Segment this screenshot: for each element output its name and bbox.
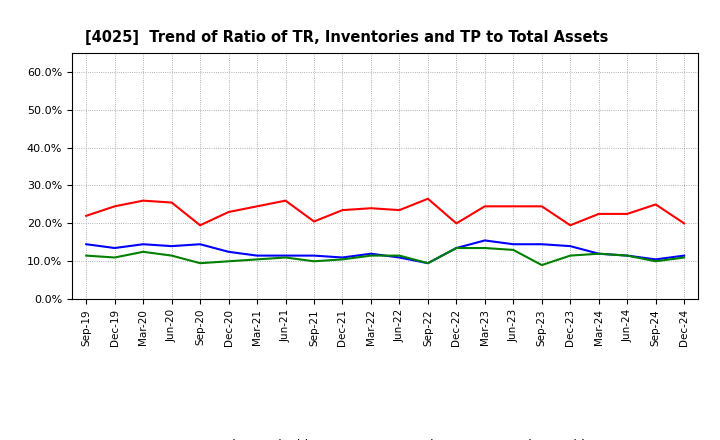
Inventories xyxy=(652,257,660,262)
Inventories xyxy=(566,243,575,249)
Trade Receivables xyxy=(423,196,432,202)
Inventories xyxy=(480,238,489,243)
Trade Payables xyxy=(480,246,489,251)
Inventories xyxy=(680,253,688,258)
Inventories xyxy=(253,253,261,258)
Trade Receivables xyxy=(338,208,347,213)
Trade Payables xyxy=(225,259,233,264)
Trade Receivables xyxy=(566,223,575,228)
Trade Receivables xyxy=(253,204,261,209)
Trade Receivables xyxy=(139,198,148,203)
Inventories xyxy=(509,242,518,247)
Inventories xyxy=(196,242,204,247)
Inventories xyxy=(537,242,546,247)
Trade Payables xyxy=(680,255,688,260)
Inventories xyxy=(310,253,318,258)
Trade Payables xyxy=(366,253,375,258)
Trade Payables xyxy=(310,259,318,264)
Trade Payables xyxy=(452,246,461,251)
Trade Payables xyxy=(110,255,119,260)
Inventories xyxy=(139,242,148,247)
Inventories xyxy=(167,243,176,249)
Trade Payables xyxy=(82,253,91,258)
Inventories xyxy=(338,255,347,260)
Trade Payables xyxy=(139,249,148,254)
Trade Receivables xyxy=(480,204,489,209)
Trade Receivables xyxy=(110,204,119,209)
Trade Receivables xyxy=(225,209,233,215)
Inventories xyxy=(225,249,233,254)
Trade Payables xyxy=(395,253,404,258)
Inventories xyxy=(623,253,631,258)
Trade Payables xyxy=(566,253,575,258)
Legend: Trade Receivables, Inventories, Trade Payables: Trade Receivables, Inventories, Trade Pa… xyxy=(166,433,604,440)
Trade Payables xyxy=(167,253,176,258)
Inventories xyxy=(282,253,290,258)
Trade Receivables xyxy=(395,208,404,213)
Trade Receivables xyxy=(310,219,318,224)
Trade Receivables xyxy=(196,223,204,228)
Trade Receivables xyxy=(623,211,631,216)
Trade Receivables xyxy=(167,200,176,205)
Trade Receivables xyxy=(452,221,461,226)
Trade Receivables xyxy=(652,202,660,207)
Trade Receivables xyxy=(282,198,290,203)
Text: [4025]  Trend of Ratio of TR, Inventories and TP to Total Assets: [4025] Trend of Ratio of TR, Inventories… xyxy=(84,29,608,45)
Line: Trade Receivables: Trade Receivables xyxy=(86,199,684,225)
Line: Trade Payables: Trade Payables xyxy=(86,248,684,265)
Trade Receivables xyxy=(366,205,375,211)
Trade Payables xyxy=(282,255,290,260)
Trade Payables xyxy=(338,257,347,262)
Trade Payables xyxy=(623,253,631,258)
Trade Receivables xyxy=(537,204,546,209)
Trade Receivables xyxy=(595,211,603,216)
Trade Payables xyxy=(509,247,518,253)
Trade Payables xyxy=(196,260,204,266)
Line: Inventories: Inventories xyxy=(86,240,684,263)
Trade Payables xyxy=(595,251,603,257)
Inventories xyxy=(423,260,432,266)
Inventories xyxy=(452,246,461,251)
Trade Receivables xyxy=(680,221,688,226)
Trade Payables xyxy=(652,259,660,264)
Inventories xyxy=(82,242,91,247)
Inventories xyxy=(595,251,603,257)
Inventories xyxy=(366,251,375,257)
Inventories xyxy=(395,255,404,260)
Trade Receivables xyxy=(509,204,518,209)
Trade Payables xyxy=(253,257,261,262)
Trade Payables xyxy=(537,262,546,268)
Inventories xyxy=(110,246,119,251)
Trade Receivables xyxy=(82,213,91,218)
Trade Payables xyxy=(423,260,432,266)
